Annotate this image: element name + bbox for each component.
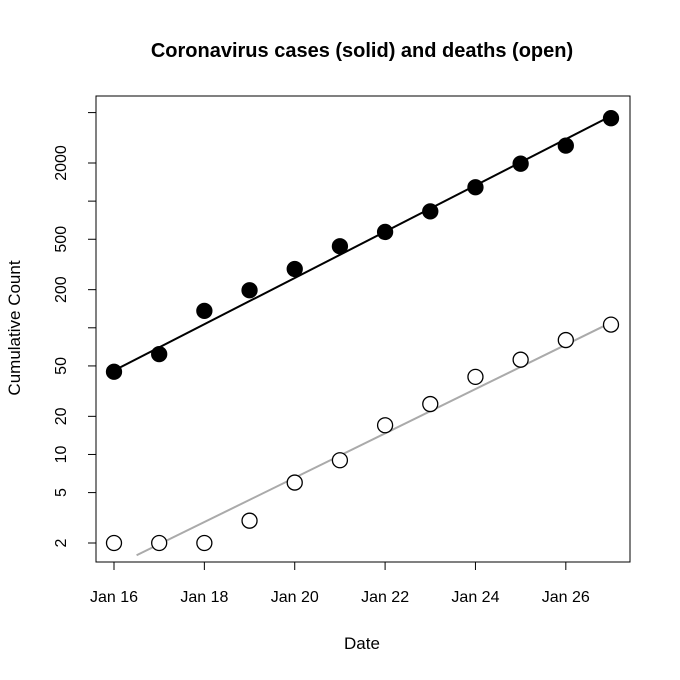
death-point: [331, 452, 349, 469]
case-point: [286, 260, 303, 278]
y-tick-label: 20: [53, 407, 70, 425]
death-point: [602, 316, 620, 333]
case-point: [602, 110, 620, 127]
y-axis-label: Cumulative Count: [5, 260, 24, 395]
case-point: [151, 345, 168, 363]
death-point: [241, 512, 258, 529]
y-tick-label: 2: [53, 538, 70, 547]
x-tick-label: Jan 16: [90, 589, 138, 606]
data-points: [105, 110, 620, 552]
chart-title: Coronavirus cases (solid) and deaths (op…: [151, 40, 573, 62]
x-axis-label: Date: [344, 634, 380, 653]
case-point: [376, 223, 394, 241]
case-point: [557, 137, 574, 154]
death-point: [512, 351, 529, 368]
case-point: [422, 203, 439, 220]
death-point: [422, 395, 439, 413]
death-point: [151, 534, 168, 552]
death-point: [286, 474, 303, 491]
death-point: [557, 331, 574, 349]
case-point: [512, 155, 529, 172]
plot-frame: [95, 95, 631, 563]
death-point: [376, 417, 394, 434]
y-tick-label: 50: [53, 357, 70, 375]
y-tick-label: 200: [53, 276, 70, 303]
fit-lines: [113, 115, 612, 557]
y-tick-label: 2000: [53, 145, 70, 181]
x-tick-label: Jan 18: [180, 589, 228, 606]
y-axis: 2 5 10 20 50 200 500 2000: [53, 112, 97, 547]
x-axis: Jan 16 Jan 18 Jan 20 Jan 22 Jan 24 Jan 26: [90, 561, 590, 606]
x-tick-label: Jan 24: [451, 589, 499, 606]
x-tick-label: Jan 26: [542, 589, 590, 606]
case-point: [467, 179, 484, 196]
x-tick-label: Jan 20: [271, 589, 319, 606]
case-point: [105, 363, 123, 380]
case-point: [331, 238, 349, 255]
case-point: [196, 302, 213, 320]
y-tick-label: 500: [53, 226, 70, 253]
death-point: [467, 368, 484, 385]
fit-line-0: [113, 115, 612, 372]
death-point: [196, 534, 213, 552]
x-tick-label: Jan 22: [361, 589, 409, 606]
y-tick-label: 5: [53, 488, 70, 497]
death-point: [105, 534, 123, 552]
fit-line-1: [136, 321, 612, 557]
case-point: [241, 282, 258, 299]
y-tick-label: 10: [53, 445, 70, 463]
